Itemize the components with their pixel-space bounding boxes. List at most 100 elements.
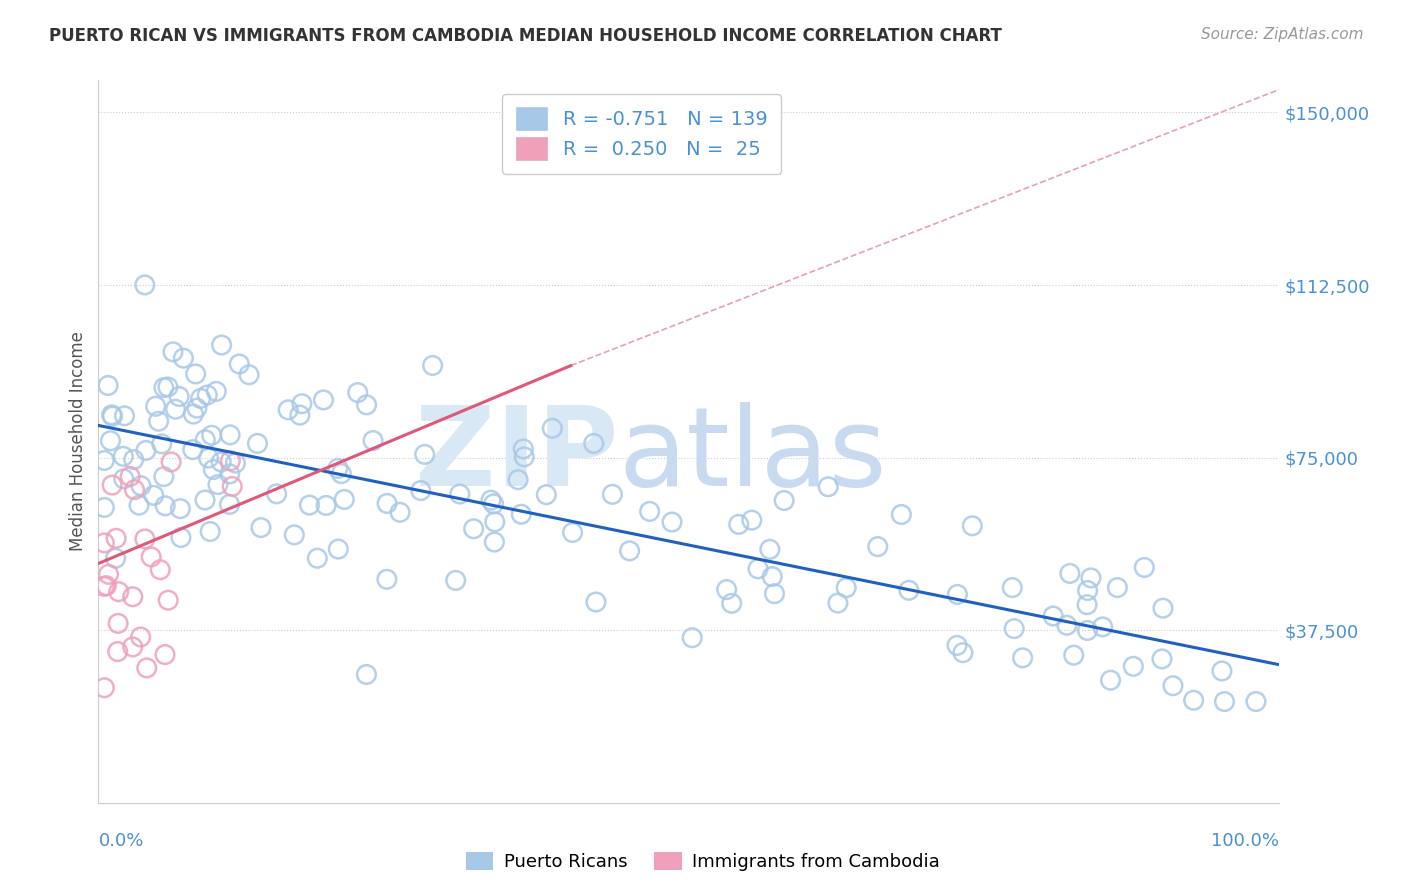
Point <box>747 562 769 576</box>
Point <box>866 540 889 554</box>
Point <box>93 536 115 550</box>
Point <box>946 587 969 601</box>
Point <box>134 277 156 292</box>
Point <box>602 487 624 501</box>
Point <box>194 493 217 508</box>
Point <box>1099 673 1122 688</box>
Point <box>375 572 398 586</box>
Point <box>444 574 467 588</box>
Y-axis label: Median Household Income: Median Household Income <box>69 332 87 551</box>
Point <box>389 505 412 519</box>
Point <box>1161 679 1184 693</box>
Point <box>346 385 368 400</box>
Point <box>484 515 506 529</box>
Point <box>97 378 120 392</box>
Point <box>741 513 763 527</box>
Point <box>513 450 536 464</box>
Point <box>218 467 240 481</box>
Point <box>121 590 143 604</box>
Point <box>93 453 115 467</box>
Point <box>101 409 124 424</box>
Point <box>153 381 176 395</box>
Point <box>107 644 129 658</box>
Point <box>946 639 969 653</box>
Point <box>1001 581 1024 595</box>
Point <box>124 483 146 497</box>
Point <box>288 408 311 422</box>
Point <box>219 427 242 442</box>
Point <box>1077 583 1099 598</box>
Point <box>93 579 115 593</box>
Point <box>149 563 172 577</box>
Point <box>952 646 974 660</box>
Point <box>409 483 432 498</box>
Point <box>1152 601 1174 615</box>
Point <box>1182 693 1205 707</box>
Point <box>160 455 183 469</box>
Point <box>170 531 193 545</box>
Point <box>183 407 205 421</box>
Point <box>186 401 208 416</box>
Point <box>1244 694 1267 708</box>
Point <box>291 397 314 411</box>
Point <box>716 582 738 597</box>
Point <box>190 392 212 406</box>
Point <box>890 508 912 522</box>
Point <box>661 515 683 529</box>
Point <box>1076 624 1098 638</box>
Point <box>312 392 335 407</box>
Point <box>1107 581 1129 595</box>
Point <box>112 450 135 464</box>
Point <box>141 549 163 564</box>
Point <box>112 472 135 486</box>
Point <box>1056 618 1078 632</box>
Text: ZIP: ZIP <box>415 402 619 509</box>
Point <box>585 595 607 609</box>
Point <box>1211 664 1233 678</box>
Point <box>827 596 849 610</box>
Point <box>135 443 157 458</box>
Point <box>120 469 142 483</box>
Point <box>194 433 217 447</box>
Point <box>759 542 782 557</box>
Point <box>107 584 129 599</box>
Point <box>97 567 120 582</box>
Point <box>375 496 398 510</box>
Point <box>153 499 176 513</box>
Point <box>298 498 321 512</box>
Point <box>328 542 350 557</box>
Point <box>198 524 221 539</box>
Point <box>266 487 288 501</box>
Point <box>169 501 191 516</box>
Point <box>142 488 165 502</box>
Text: 100.0%: 100.0% <box>1212 831 1279 850</box>
Text: atlas: atlas <box>619 402 887 509</box>
Point <box>197 450 219 465</box>
Point <box>205 384 228 399</box>
Point <box>148 414 170 428</box>
Point <box>100 408 122 422</box>
Point <box>1133 560 1156 574</box>
Point <box>219 454 242 468</box>
Point <box>536 488 558 502</box>
Point <box>250 520 273 534</box>
Point <box>315 499 337 513</box>
Point <box>157 593 180 607</box>
Point <box>484 535 506 549</box>
Point <box>333 492 356 507</box>
Point <box>449 487 471 501</box>
Point <box>763 587 786 601</box>
Text: 0.0%: 0.0% <box>98 831 143 850</box>
Point <box>541 421 564 435</box>
Point <box>1122 659 1144 673</box>
Point <box>1063 648 1085 662</box>
Point <box>817 480 839 494</box>
Point <box>201 428 224 442</box>
Point <box>135 661 157 675</box>
Point <box>361 434 384 448</box>
Point <box>1080 571 1102 585</box>
Text: Source: ZipAtlas.com: Source: ZipAtlas.com <box>1201 27 1364 42</box>
Point <box>307 551 329 566</box>
Point <box>129 479 152 493</box>
Point <box>582 436 605 450</box>
